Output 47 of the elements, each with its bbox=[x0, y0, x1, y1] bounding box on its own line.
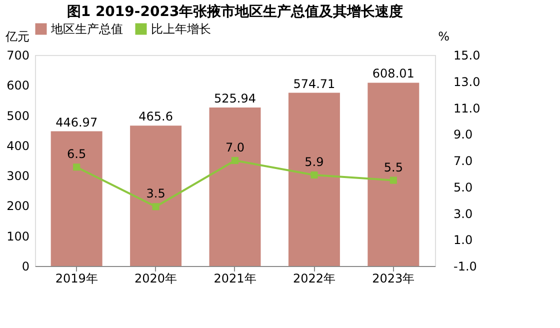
data-label: 608.01 bbox=[372, 66, 414, 81]
bar bbox=[50, 131, 102, 266]
y2-tick-label: 1.0 bbox=[454, 233, 473, 248]
y-tick-label: 500 bbox=[6, 108, 30, 123]
data-label: 574.71 bbox=[293, 76, 336, 91]
y2-tick-label: 11.0 bbox=[454, 101, 480, 116]
y2-tick-label: 15.0 bbox=[454, 48, 480, 62]
y-tick-label: 200 bbox=[6, 199, 30, 214]
x-tick-label: 2021年 bbox=[214, 272, 256, 286]
y-axis-title: 亿元 bbox=[4, 30, 30, 44]
x-tick-label: 2023年 bbox=[372, 272, 415, 286]
point bbox=[152, 203, 160, 210]
data-label: 5.5 bbox=[384, 160, 403, 174]
legend-label: 地区生产总值 bbox=[50, 22, 123, 36]
data-label: 525.94 bbox=[214, 91, 256, 106]
y2-tick-label: 3.0 bbox=[454, 206, 473, 221]
y2-axis-title: % bbox=[438, 30, 450, 44]
data-label: 3.5 bbox=[146, 186, 166, 201]
y2-tick-label: 13.0 bbox=[454, 74, 480, 89]
point bbox=[231, 156, 239, 164]
x-tick-label: 2020年 bbox=[134, 272, 178, 286]
data-label: 446.97 bbox=[56, 115, 98, 130]
data-label: 465.6 bbox=[138, 110, 173, 124]
y-tick-label: 400 bbox=[6, 138, 30, 153]
bar bbox=[209, 107, 261, 266]
point bbox=[73, 164, 80, 171]
y2-tick-label: 5.0 bbox=[454, 180, 473, 194]
chart-title: 图1 2019-2023年张掖市地区生产总值及其增长速度 bbox=[66, 3, 404, 20]
y2-tick-label: 7.0 bbox=[454, 154, 473, 168]
y-tick-label: 0 bbox=[22, 260, 30, 274]
y2-tick-label: 9.0 bbox=[454, 128, 473, 142]
point bbox=[310, 171, 318, 179]
x-tick-label: 2022年 bbox=[292, 272, 336, 286]
y2-tick-label: -1.0 bbox=[454, 260, 477, 274]
bar bbox=[288, 92, 340, 266]
bar bbox=[368, 82, 420, 266]
data-label: 6.5 bbox=[67, 147, 86, 162]
y-tick-label: 100 bbox=[6, 229, 30, 244]
y-tick-label: 600 bbox=[6, 78, 30, 93]
point bbox=[390, 176, 397, 184]
data-label: 5.9 bbox=[304, 155, 324, 170]
y-tick-label: 300 bbox=[6, 169, 30, 184]
bar bbox=[130, 126, 182, 266]
y-tick-label: 700 bbox=[6, 48, 30, 62]
legend-label: 比上年增长 bbox=[151, 22, 211, 36]
x-tick-label: 2019年 bbox=[55, 272, 98, 286]
data-label: 7.0 bbox=[225, 140, 245, 154]
